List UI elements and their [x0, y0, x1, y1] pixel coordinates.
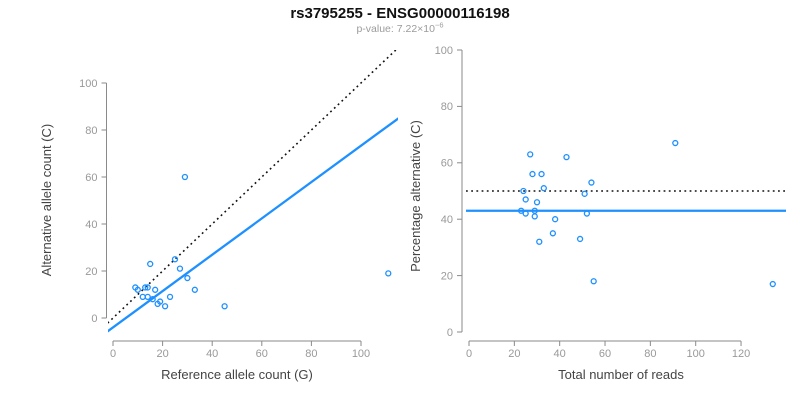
x-tick-label: 100 — [352, 348, 370, 360]
data-point — [588, 179, 595, 186]
pvalue-label: p-value: — [356, 23, 397, 35]
x-axis-label: Total number of reads — [558, 367, 684, 382]
data-point — [385, 270, 392, 277]
data-point — [147, 260, 154, 268]
data-point — [520, 187, 527, 195]
identity-line — [108, 50, 397, 324]
fit-line — [108, 117, 398, 333]
y-tick-label: 100 — [435, 45, 453, 57]
figure-title: rs3795255 - ENSG00000116198 — [290, 5, 510, 22]
data-point — [531, 213, 538, 220]
y-tick-label: 40 — [441, 214, 453, 226]
data-point — [576, 235, 584, 243]
y-tick-label: 20 — [441, 270, 453, 282]
pvalue-exponent: −6 — [434, 20, 444, 30]
data-point — [144, 284, 151, 291]
allele-counts-plot: 0 20 40 60 80 100 Alternative allele count (C)… — [39, 50, 398, 382]
percentage-vs-coverage-points — [517, 139, 776, 288]
y-axis-label: Alternative allele count (C) — [39, 124, 54, 276]
data-point — [171, 256, 179, 263]
data-point — [184, 274, 191, 282]
y-tick-label: 20 — [85, 266, 97, 278]
data-point — [533, 199, 541, 206]
data-point — [176, 265, 184, 272]
data-point — [166, 293, 174, 301]
data-point — [540, 185, 547, 192]
data-point — [156, 298, 164, 305]
y-tick-label: 100 — [79, 78, 97, 90]
x-axis: 0 20 40 60 80 100 Reference allele count (G) — [110, 340, 370, 382]
y-axis: 0 20 40 60 80 100 Alternative allele count (C) — [39, 78, 107, 325]
data-point — [538, 170, 545, 178]
pvalue-subtitle: p-value: 7.22×10−6 — [0, 20, 800, 35]
data-point — [517, 207, 525, 214]
data-point — [583, 210, 591, 217]
y-tick-label: 80 — [441, 101, 453, 113]
x-tick-label: 100 — [687, 348, 705, 360]
data-point — [529, 170, 536, 178]
x-tick-label: 40 — [554, 348, 566, 360]
x-axis-label: Reference allele count (G) — [161, 367, 313, 382]
x-tick-label: 60 — [599, 348, 611, 360]
data-point — [522, 210, 529, 217]
data-point — [149, 296, 156, 303]
data-point — [527, 151, 534, 158]
y-tick-label: 60 — [441, 158, 453, 170]
x-tick-label: 20 — [156, 348, 168, 360]
x-tick-label: 0 — [110, 348, 116, 360]
pvalue-coefficient: 7.22 — [396, 23, 418, 35]
data-point — [549, 230, 557, 237]
data-point — [161, 303, 169, 310]
data-point — [590, 278, 597, 285]
x-tick-label: 20 — [508, 348, 520, 360]
x-tick-label: 60 — [256, 348, 268, 360]
x-tick-label: 80 — [305, 348, 317, 360]
data-point — [221, 303, 228, 310]
data-point — [769, 280, 776, 288]
allele-counts-points — [132, 173, 392, 310]
data-point — [142, 284, 149, 291]
data-point — [672, 139, 679, 147]
y-axis-label: Percentage alternative (C) — [408, 120, 423, 272]
y-tick-label: 40 — [85, 219, 97, 231]
data-point — [181, 173, 189, 181]
x-tick-label: 80 — [644, 348, 656, 360]
data-point — [144, 293, 151, 301]
data-point — [536, 238, 543, 245]
y-tick-label: 80 — [85, 125, 97, 137]
y-tick-label: 60 — [85, 172, 97, 184]
data-point — [522, 196, 529, 203]
x-tick-label: 0 — [466, 348, 472, 360]
y-tick-label: 0 — [91, 313, 97, 325]
x-tick-label: 120 — [732, 348, 750, 360]
y-tick-label: 0 — [447, 327, 453, 339]
x-axis: 0 20 40 60 80 100 120 Total number of reads — [466, 340, 750, 382]
data-point — [563, 154, 570, 161]
data-point — [152, 286, 159, 293]
x-tick-label: 40 — [206, 348, 218, 360]
data-point — [581, 190, 588, 197]
data-point — [134, 286, 141, 293]
y-axis: 0 20 40 60 80 100 Percentage alternative (C) — [408, 45, 463, 339]
data-point — [551, 216, 559, 223]
data-point — [191, 286, 198, 293]
data-point — [139, 293, 146, 301]
pvalue-base: ×10 — [417, 23, 435, 35]
percentage-vs-coverage-plot: 0 20 40 60 80 100 Percentage alternative (C) 0 2… — [408, 45, 786, 382]
